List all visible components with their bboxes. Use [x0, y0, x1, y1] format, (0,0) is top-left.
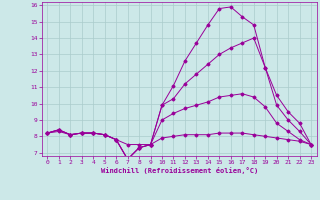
X-axis label: Windchill (Refroidissement éolien,°C): Windchill (Refroidissement éolien,°C) [100, 167, 258, 174]
